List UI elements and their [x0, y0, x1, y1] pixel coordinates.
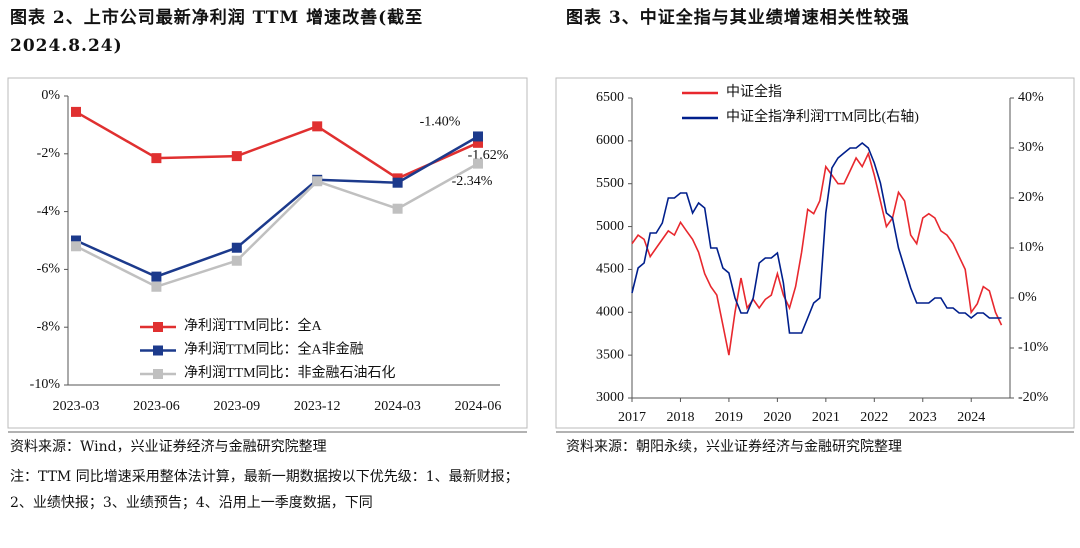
x-tick-label: 2018	[666, 410, 694, 425]
y-tick-label: 0%	[41, 88, 60, 103]
y-tick-label: 3000	[596, 390, 624, 405]
legend-label: 净利润TTM同比：全A非金融	[184, 341, 364, 358]
series-line	[631, 141, 1002, 334]
marker	[473, 131, 483, 142]
y2-tick-label: -10%	[1018, 340, 1049, 355]
x-tick-label: 2023-06	[133, 399, 180, 414]
y-tick-label: -4%	[37, 204, 61, 219]
series-line	[75, 110, 479, 180]
x-tick-label: 2020	[763, 410, 791, 425]
legend-label: 净利润TTM同比：全A	[184, 317, 323, 334]
marker	[392, 203, 403, 214]
marker	[312, 121, 323, 132]
marker	[151, 153, 162, 164]
x-tick-label: 2024	[957, 410, 985, 425]
series-line	[631, 151, 1003, 356]
y-tick-label: 3500	[596, 347, 624, 362]
value-label: -2.34%	[452, 174, 493, 189]
marker	[312, 176, 323, 187]
marker	[151, 281, 162, 292]
y-tick-label: 5500	[596, 176, 624, 191]
legend-marker	[153, 345, 163, 356]
x-tick-label: 2017	[618, 410, 646, 425]
marker	[473, 137, 483, 148]
marker	[473, 158, 483, 169]
legend-marker	[153, 322, 163, 332]
source: 资料来源：朝阳永续，兴业证券经济与金融研究院整理	[566, 439, 902, 455]
marker	[231, 255, 242, 266]
y-tick-label: 4500	[596, 262, 624, 277]
x-tick-label: 2023-03	[53, 399, 100, 414]
x-tick-label: 2023-09	[213, 399, 260, 414]
y-tick-label: -6%	[37, 262, 61, 277]
chart-frame	[7, 77, 528, 429]
source: 资料来源：Wind，兴业证券经济与金融研究院整理	[10, 439, 327, 455]
legend-label: 净利润TTM同比：非金融石油石化	[184, 365, 396, 381]
marker	[392, 177, 403, 188]
y2-tick-label: 10%	[1018, 240, 1044, 255]
series-line	[75, 135, 479, 278]
y-tick-label: -8%	[37, 319, 61, 334]
marker	[231, 151, 242, 162]
marker	[231, 242, 242, 253]
legend-label: 中证全指	[726, 83, 782, 100]
y2-tick-label: 20%	[1018, 190, 1044, 205]
x-tick-label: 2023	[909, 410, 937, 425]
value-label: -1.40%	[420, 115, 461, 130]
series-line	[75, 162, 479, 289]
y-tick-label: 4000	[596, 305, 624, 320]
y2-tick-label: -20%	[1018, 390, 1049, 405]
x-tick-label: 2023-12	[294, 399, 341, 414]
y-tick-label: 5000	[596, 219, 624, 234]
y2-tick-label: 30%	[1018, 140, 1044, 155]
chart-frame	[555, 77, 1075, 429]
x-tick-label: 2024-06	[455, 399, 502, 414]
legend-marker	[153, 369, 163, 379]
y2-tick-label: 40%	[1018, 90, 1044, 105]
x-tick-label: 2019	[715, 410, 743, 425]
marker	[71, 106, 81, 117]
note: 注：TTM 同比增速采用整体法计算，最新一期数据按以下优先级：1、最新财报；2、…	[10, 469, 519, 511]
marker	[71, 241, 81, 252]
y-tick-label: -10%	[30, 377, 61, 392]
x-tick-label: 2024-03	[374, 399, 421, 414]
y-tick-label: 6500	[596, 90, 624, 105]
y-tick-label: 6000	[596, 133, 624, 148]
chart-title: 图表 3、中证全指与其业绩增速相关性较强	[566, 8, 910, 28]
legend-label: 中证全指净利润TTM同比(右轴)	[726, 108, 919, 125]
x-tick-label: 2022	[860, 410, 888, 425]
y2-tick-label: 0%	[1018, 290, 1037, 305]
y-tick-label: -2%	[37, 146, 61, 161]
marker	[71, 235, 81, 246]
chart-title: 图表 2、上市公司最新净利润 TTM 增速改善(截至2024.8.24)	[10, 8, 424, 56]
x-tick-label: 2021	[812, 410, 840, 425]
marker	[151, 271, 162, 282]
